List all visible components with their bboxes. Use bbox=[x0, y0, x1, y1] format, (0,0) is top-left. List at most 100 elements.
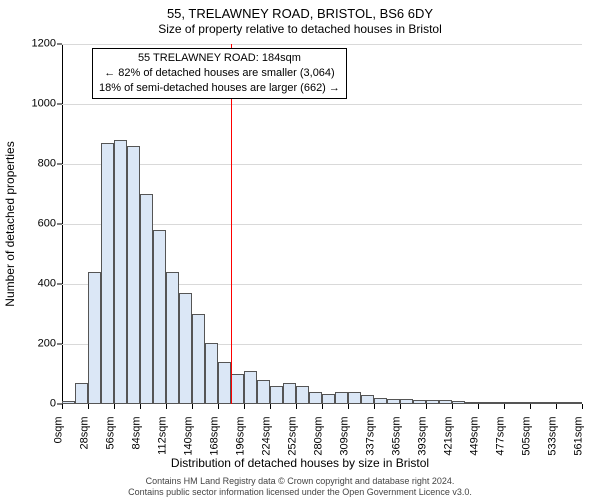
y-tick-label: 600 bbox=[38, 219, 56, 230]
histogram-bar bbox=[283, 383, 296, 404]
x-tick-mark bbox=[556, 404, 557, 409]
x-tick-label: 280sqm bbox=[314, 417, 325, 456]
x-tick-label: 0sqm bbox=[54, 417, 65, 444]
y-tick-label: 200 bbox=[38, 339, 56, 350]
histogram-bar bbox=[140, 194, 153, 404]
histogram-bar bbox=[257, 380, 270, 404]
footer-line-2: Contains public sector information licen… bbox=[0, 487, 600, 498]
histogram-bar bbox=[504, 402, 517, 404]
x-tick-label: 561sqm bbox=[574, 417, 585, 456]
x-tick-label: 252sqm bbox=[288, 417, 299, 456]
callout-line-3: 18% of semi-detached houses are larger (… bbox=[99, 81, 340, 96]
x-tick-mark bbox=[166, 404, 167, 409]
histogram-bar bbox=[335, 392, 348, 404]
x-tick-label: 196sqm bbox=[236, 417, 247, 456]
y-tick-label: 1000 bbox=[32, 99, 56, 110]
histogram-bar bbox=[101, 143, 114, 404]
chart-subtitle: Size of property relative to detached ho… bbox=[0, 22, 600, 38]
histogram-bar bbox=[361, 395, 374, 404]
histogram-bar bbox=[491, 402, 504, 404]
y-tick-mark bbox=[57, 104, 62, 105]
x-tick-label: 56sqm bbox=[106, 417, 117, 450]
x-tick-mark bbox=[504, 404, 505, 409]
histogram-bar bbox=[387, 399, 400, 404]
histogram-bar bbox=[205, 343, 218, 405]
histogram-bar bbox=[465, 402, 478, 404]
x-tick-label: 224sqm bbox=[262, 417, 273, 456]
x-tick-mark bbox=[270, 404, 271, 409]
histogram-bar bbox=[348, 392, 361, 404]
x-tick-label: 449sqm bbox=[470, 417, 481, 456]
histogram-bar bbox=[166, 272, 179, 404]
x-tick-mark bbox=[244, 404, 245, 409]
x-tick-label: 533sqm bbox=[548, 417, 559, 456]
histogram-bar bbox=[192, 314, 205, 404]
histogram-bar bbox=[75, 383, 88, 404]
histogram-bar bbox=[556, 402, 569, 404]
histogram-bar bbox=[309, 392, 322, 404]
x-tick-mark bbox=[296, 404, 297, 409]
y-tick-mark bbox=[57, 284, 62, 285]
x-tick-mark bbox=[192, 404, 193, 409]
histogram-bar bbox=[439, 400, 452, 405]
callout-line-2: ← 82% of detached houses are smaller (3,… bbox=[99, 66, 340, 81]
footer-line-1: Contains HM Land Registry data © Crown c… bbox=[0, 476, 600, 487]
x-tick-mark bbox=[374, 404, 375, 409]
histogram-bar bbox=[400, 399, 413, 404]
x-tick-label: 477sqm bbox=[496, 417, 507, 456]
callout-box: 55 TRELAWNEY ROAD: 184sqm ← 82% of detac… bbox=[92, 48, 347, 99]
y-tick-mark bbox=[57, 44, 62, 45]
histogram-bar bbox=[426, 400, 439, 405]
x-tick-mark bbox=[582, 404, 583, 409]
x-tick-mark bbox=[530, 404, 531, 409]
callout-line-1: 55 TRELAWNEY ROAD: 184sqm bbox=[99, 51, 340, 66]
x-tick-mark bbox=[400, 404, 401, 409]
x-tick-label: 28sqm bbox=[80, 417, 91, 450]
histogram-bar bbox=[153, 230, 166, 404]
footer: Contains HM Land Registry data © Crown c… bbox=[0, 476, 600, 499]
histogram-bar bbox=[114, 140, 127, 404]
histogram-bar bbox=[88, 272, 101, 404]
histogram-bar bbox=[218, 362, 231, 404]
x-tick-label: 112sqm bbox=[158, 417, 169, 455]
x-tick-label: 421sqm bbox=[444, 417, 455, 456]
x-tick-mark bbox=[140, 404, 141, 409]
y-tick-label: 0 bbox=[50, 399, 56, 410]
y-axis-title: Number of detached properties bbox=[3, 141, 17, 306]
x-tick-label: 365sqm bbox=[392, 417, 403, 456]
x-tick-label: 84sqm bbox=[132, 417, 143, 450]
x-tick-label: 140sqm bbox=[184, 417, 195, 456]
histogram-bar bbox=[530, 402, 543, 404]
histogram-bar bbox=[413, 400, 426, 405]
x-tick-label: 505sqm bbox=[522, 417, 533, 456]
chart-container: 55, TRELAWNEY ROAD, BRISTOL, BS6 6DY Siz… bbox=[0, 0, 600, 500]
x-tick-mark bbox=[62, 404, 63, 409]
histogram-bar bbox=[322, 394, 335, 405]
x-tick-mark bbox=[114, 404, 115, 409]
histogram-bar bbox=[296, 386, 309, 404]
histogram-bar bbox=[127, 146, 140, 404]
histogram-bar bbox=[231, 374, 244, 404]
histogram-bar bbox=[374, 398, 387, 404]
x-tick-label: 337sqm bbox=[366, 417, 377, 456]
x-tick-mark bbox=[348, 404, 349, 409]
histogram-bar bbox=[270, 386, 283, 404]
histogram-bar bbox=[478, 402, 491, 404]
histogram-bar bbox=[244, 371, 257, 404]
x-tick-mark bbox=[426, 404, 427, 409]
histogram-bar bbox=[179, 293, 192, 404]
x-tick-label: 309sqm bbox=[340, 417, 351, 456]
x-tick-label: 168sqm bbox=[210, 417, 221, 456]
x-axis-title: Distribution of detached houses by size … bbox=[0, 456, 600, 470]
x-tick-mark bbox=[478, 404, 479, 409]
chart-title: 55, TRELAWNEY ROAD, BRISTOL, BS6 6DY bbox=[0, 0, 600, 22]
x-tick-mark bbox=[452, 404, 453, 409]
x-tick-mark bbox=[218, 404, 219, 409]
y-tick-label: 400 bbox=[38, 279, 56, 290]
histogram-bar bbox=[569, 402, 582, 404]
y-tick-mark bbox=[57, 224, 62, 225]
x-tick-mark bbox=[322, 404, 323, 409]
histogram-bar bbox=[517, 402, 530, 404]
plot-area: 55 TRELAWNEY ROAD: 184sqm ← 82% of detac… bbox=[62, 44, 582, 404]
histogram-bar bbox=[62, 401, 75, 404]
